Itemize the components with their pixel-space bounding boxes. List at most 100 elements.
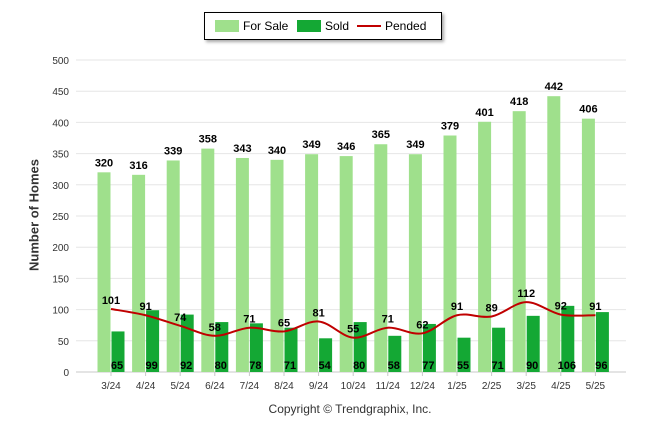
x-tick-label: 5/24 — [170, 381, 190, 392]
for-sale-data-label: 401 — [475, 107, 493, 119]
bar-sold — [111, 331, 125, 372]
legend-label-sold: Sold — [325, 19, 350, 33]
sold-data-label: 54 — [318, 360, 331, 372]
bar-for-sale — [235, 157, 249, 372]
y-tick-label: 500 — [52, 56, 69, 67]
x-tick-label: 12/24 — [410, 381, 435, 392]
bar-for-sale — [547, 96, 561, 372]
pended-data-label: 91 — [589, 301, 601, 313]
pended-data-label: 92 — [555, 301, 567, 313]
sold-data-label: 96 — [595, 360, 607, 372]
y-tick-label: 350 — [52, 150, 69, 161]
sold-data-label: 80 — [215, 360, 227, 372]
legend-label-for-sale: For Sale — [243, 19, 289, 33]
x-tick-label: 4/25 — [551, 381, 571, 392]
legend-swatch-for-sale — [215, 20, 239, 32]
bar-sold — [388, 335, 402, 372]
legend-label-pended: Pended — [385, 19, 427, 33]
sold-data-label: 92 — [180, 360, 192, 372]
sold-data-label: 99 — [145, 360, 157, 372]
pended-data-label: 91 — [451, 301, 463, 313]
sold-data-label: 106 — [558, 360, 576, 372]
bar-for-sale — [201, 148, 215, 372]
bar-sold — [353, 322, 367, 372]
bar-sold — [595, 312, 609, 372]
bar-for-sale — [132, 174, 146, 372]
bar-sold — [284, 327, 298, 372]
y-tick-label: 50 — [58, 337, 70, 348]
y-tick-label: 250 — [52, 212, 69, 223]
pended-data-label: 55 — [347, 324, 359, 336]
legend: For Sale Sold Pended — [204, 12, 442, 40]
for-sale-data-label: 340 — [268, 145, 286, 157]
x-tick-label: 10/24 — [341, 381, 366, 392]
x-tick-label: 3/24 — [101, 381, 121, 392]
x-tick-label: 7/24 — [240, 381, 260, 392]
y-tick-label: 400 — [52, 118, 69, 129]
y-tick-label: 300 — [52, 181, 69, 192]
pended-data-label: 58 — [209, 322, 221, 334]
bar-for-sale — [305, 154, 319, 372]
pended-data-label: 62 — [416, 319, 428, 331]
x-tick-label: 11/24 — [376, 381, 401, 392]
bar-for-sale — [512, 111, 526, 372]
x-tick-label: 3/25 — [516, 381, 536, 392]
pended-data-label: 91 — [139, 301, 151, 313]
bar-sold — [249, 323, 263, 372]
y-axis-title: Number of Homes — [26, 159, 42, 271]
bar-for-sale — [97, 172, 111, 372]
bar-for-sale — [374, 144, 388, 372]
for-sale-data-label: 316 — [129, 160, 147, 172]
bar-for-sale — [581, 118, 595, 372]
pended-data-label: 74 — [174, 312, 187, 324]
y-tick-label: 0 — [63, 368, 69, 379]
y-tick-label: 150 — [52, 274, 69, 285]
x-tick-label: 6/24 — [205, 381, 225, 392]
sold-data-label: 78 — [249, 360, 261, 372]
for-sale-data-label: 365 — [372, 129, 390, 141]
bar-for-sale — [443, 135, 457, 372]
bar-for-sale — [478, 121, 492, 372]
y-tick-label: 200 — [52, 243, 69, 254]
for-sale-data-label: 346 — [337, 141, 355, 153]
sold-data-label: 71 — [284, 360, 296, 372]
pended-line — [110, 301, 596, 339]
x-tick-label: 5/25 — [586, 381, 606, 392]
bar-for-sale — [339, 156, 353, 372]
sold-data-label: 77 — [422, 360, 434, 372]
sold-data-label: 65 — [111, 360, 123, 372]
for-sale-data-label: 339 — [164, 145, 182, 157]
legend-swatch-pended — [357, 25, 381, 27]
bar-sold — [561, 305, 575, 372]
x-tick-label: 1/25 — [447, 381, 467, 392]
for-sale-data-label: 343 — [233, 143, 251, 155]
bar-sold — [457, 337, 471, 372]
pended-data-label: 112 — [517, 288, 535, 300]
for-sale-data-label: 406 — [579, 104, 597, 116]
sold-data-label: 55 — [457, 360, 469, 372]
pended-data-label: 89 — [485, 302, 497, 314]
x-tick-label: 9/24 — [309, 381, 329, 392]
y-tick-label: 450 — [52, 87, 69, 98]
sold-data-label: 90 — [526, 360, 538, 372]
copyright-text: Copyright © Trendgraphix, Inc. — [268, 402, 432, 416]
for-sale-data-label: 358 — [199, 134, 217, 146]
pended-data-label: 71 — [243, 314, 255, 326]
for-sale-data-label: 349 — [302, 139, 320, 151]
x-tick-label: 2/25 — [482, 381, 502, 392]
pended-data-label: 65 — [278, 317, 290, 329]
sold-data-label: 80 — [353, 360, 365, 372]
bar-sold — [422, 323, 436, 372]
pended-data-label: 71 — [382, 314, 394, 326]
x-tick-label: 4/24 — [136, 381, 156, 392]
pended-data-label: 101 — [102, 295, 120, 307]
pended-data-label: 81 — [312, 307, 324, 319]
sold-data-label: 71 — [491, 360, 503, 372]
bar-for-sale — [270, 159, 284, 372]
bar-for-sale — [166, 160, 180, 372]
bar-for-sale — [408, 154, 422, 372]
sold-data-label: 58 — [388, 360, 400, 372]
for-sale-data-label: 349 — [406, 139, 424, 151]
for-sale-data-label: 418 — [510, 96, 528, 108]
